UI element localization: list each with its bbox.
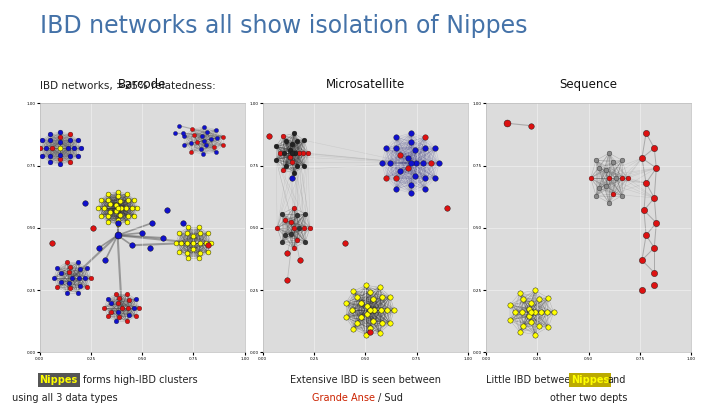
- Text: other two depts: other two depts: [550, 393, 627, 403]
- Text: Nippes: Nippes: [571, 375, 609, 385]
- Text: Microsatellite: Microsatellite: [325, 78, 405, 91]
- Text: forms high-IBD clusters: forms high-IBD clusters: [83, 375, 197, 385]
- Text: IBD networks, >25% relatedness:: IBD networks, >25% relatedness:: [40, 81, 215, 91]
- Text: Barcode: Barcode: [118, 78, 166, 91]
- Text: Nippes: Nippes: [40, 375, 78, 385]
- Text: Grande Anse: Grande Anse: [312, 393, 375, 403]
- Text: / Sud: / Sud: [378, 393, 403, 403]
- Text: and: and: [607, 375, 626, 385]
- Text: Sequence: Sequence: [559, 78, 618, 91]
- Text: Little IBD between: Little IBD between: [486, 375, 580, 385]
- Text: Extensive IBD is seen between: Extensive IBD is seen between: [290, 375, 441, 385]
- Text: IBD networks all show isolation of Nippes: IBD networks all show isolation of Nippe…: [40, 14, 527, 38]
- Text: using all 3 data types: using all 3 data types: [12, 393, 117, 403]
